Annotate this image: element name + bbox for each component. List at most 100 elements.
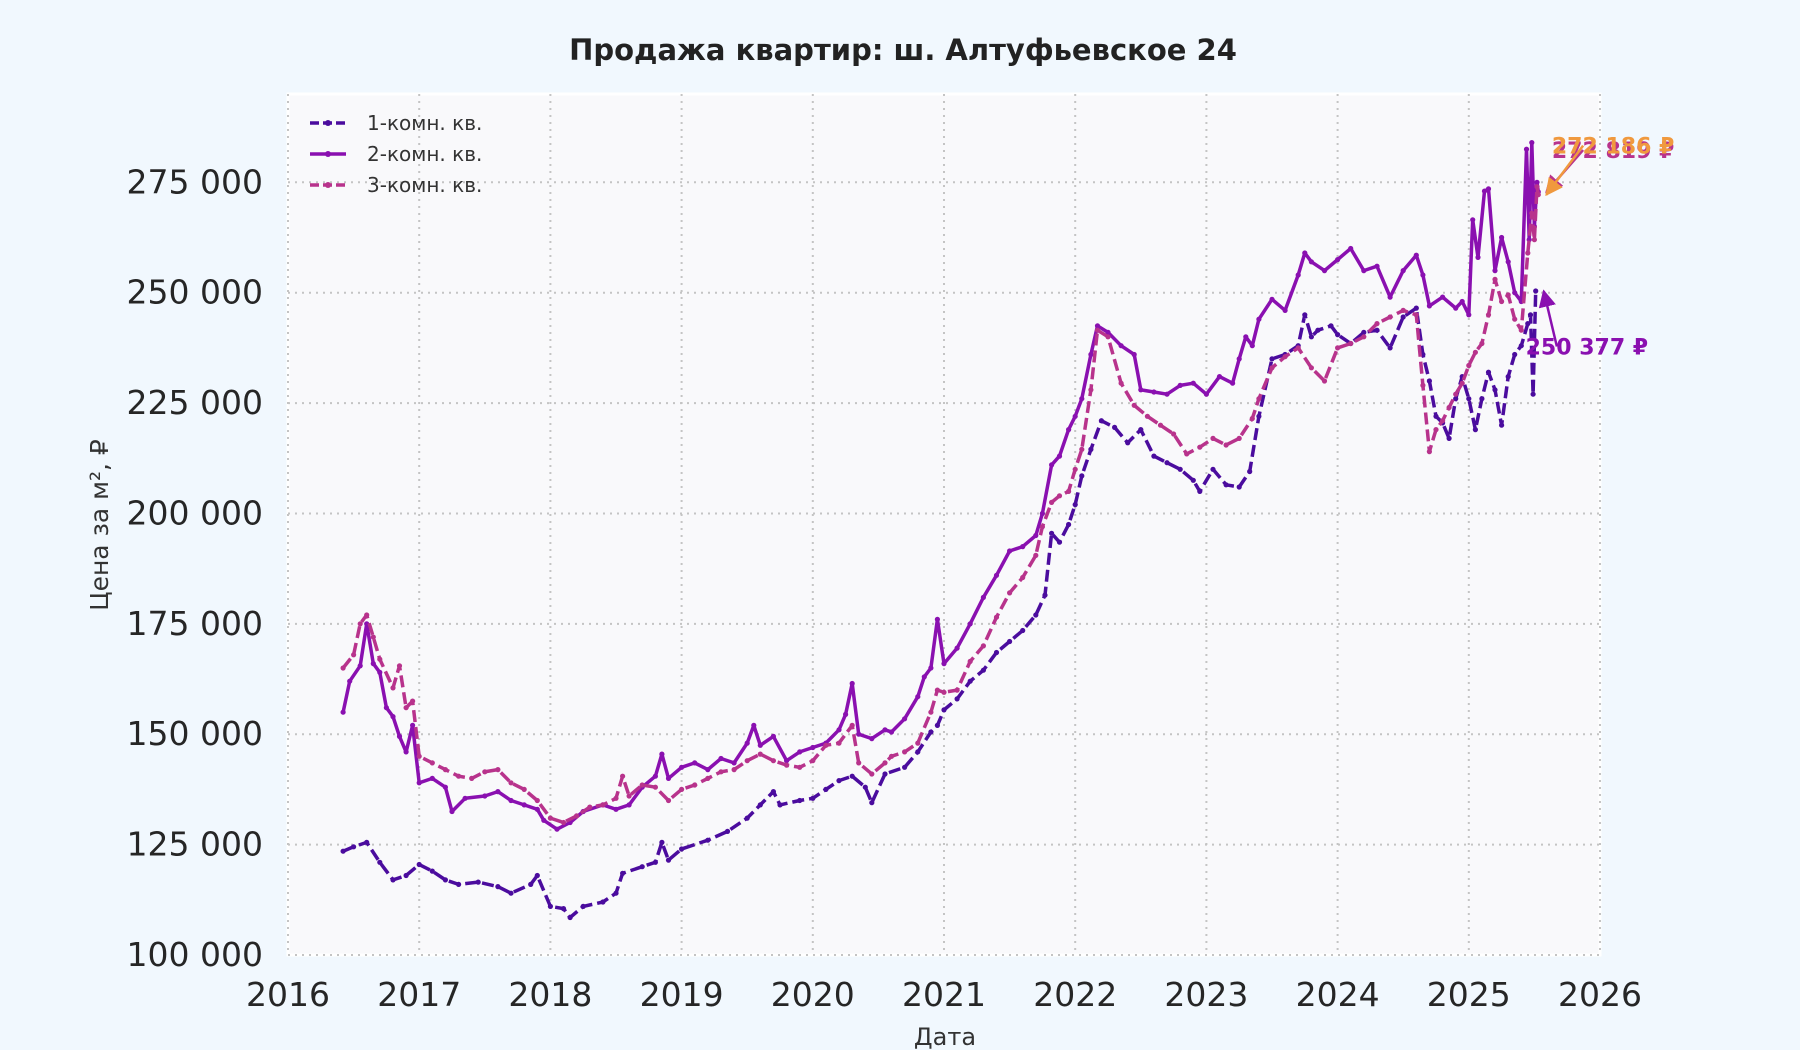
- data-point: [547, 815, 554, 821]
- data-point: [456, 881, 462, 888]
- x-tick-label: 2016: [246, 975, 330, 1014]
- data-point: [967, 658, 973, 665]
- data-point: [1098, 418, 1104, 424]
- data-point: [652, 784, 659, 790]
- data-point: [1302, 250, 1308, 256]
- data-point: [1282, 307, 1288, 313]
- data-point: [1243, 334, 1249, 340]
- data-point: [823, 742, 829, 748]
- data-point: [1335, 257, 1341, 263]
- data-point: [390, 685, 396, 691]
- data-point: [554, 826, 560, 832]
- data-point: [390, 877, 396, 883]
- data-point: [574, 813, 580, 819]
- data-point: [613, 795, 619, 801]
- data-point: [521, 802, 527, 808]
- legend-marker: [325, 120, 331, 126]
- data-point: [340, 709, 346, 715]
- data-point: [980, 643, 987, 649]
- data-point: [1387, 345, 1393, 351]
- x-tick-label: 2023: [1164, 975, 1248, 1014]
- plot-background: [286, 92, 1602, 957]
- series-2: [340, 140, 1541, 832]
- x-tick-label: 2021: [902, 975, 986, 1014]
- data-point: [731, 760, 737, 766]
- data-point: [508, 780, 514, 786]
- y-tick-label: 150 000: [127, 714, 263, 753]
- data-point: [1184, 451, 1190, 457]
- data-point: [652, 773, 659, 779]
- data-point: [1466, 396, 1472, 402]
- data-point: [1157, 422, 1164, 428]
- data-point: [1348, 340, 1354, 347]
- data-point: [1308, 259, 1314, 265]
- data-point: [600, 899, 606, 905]
- data-point: [1499, 298, 1505, 305]
- data-point: [934, 687, 941, 693]
- data-point: [620, 870, 626, 876]
- data-point: [403, 749, 409, 755]
- data-point: [1197, 488, 1203, 494]
- data-point: [1072, 466, 1078, 472]
- data-point: [1236, 484, 1242, 490]
- data-point: [1039, 524, 1045, 530]
- data-point: [705, 767, 711, 773]
- data-point: [1282, 354, 1288, 360]
- data-point: [626, 793, 632, 799]
- data-point: [836, 740, 842, 746]
- data-point: [1361, 329, 1367, 335]
- y-tick-label: 225 000: [127, 383, 263, 422]
- data-point: [1499, 422, 1505, 428]
- data-point: [1440, 294, 1446, 300]
- data-point: [902, 764, 908, 770]
- legend-label: 2-комн. кв.: [367, 142, 482, 166]
- data-point: [1105, 329, 1111, 335]
- data-point: [705, 837, 711, 843]
- data-point: [1295, 272, 1301, 278]
- legend-label: 1-комн. кв.: [367, 111, 482, 135]
- data-point: [613, 806, 619, 812]
- data-point: [1308, 365, 1314, 371]
- data-point: [862, 784, 868, 790]
- data-point: [351, 652, 357, 658]
- data-point: [1066, 488, 1072, 494]
- data-point: [1138, 427, 1144, 433]
- data-point: [1177, 466, 1183, 472]
- annotation-arrow: [1538, 289, 1559, 347]
- data-point: [954, 687, 960, 693]
- data-point: [856, 731, 862, 737]
- data-point: [1056, 453, 1063, 459]
- data-point: [1348, 245, 1354, 252]
- data-point: [1210, 435, 1216, 441]
- data-point: [462, 795, 468, 801]
- data-point: [665, 857, 672, 863]
- data-point: [934, 616, 941, 623]
- data-point: [1131, 402, 1137, 408]
- data-point: [1400, 307, 1406, 313]
- data-point: [521, 786, 527, 793]
- data-point: [1505, 259, 1511, 265]
- data-point: [902, 716, 908, 722]
- data-point: [718, 755, 724, 762]
- data-point: [665, 797, 672, 804]
- data-point: [1020, 627, 1026, 634]
- data-point: [692, 760, 698, 766]
- data-point: [1400, 268, 1406, 274]
- data-point: [1472, 349, 1478, 355]
- data-point: [757, 802, 763, 808]
- data-point: [639, 782, 645, 788]
- data-point: [1492, 387, 1498, 393]
- data-point: [370, 661, 376, 667]
- data-point: [652, 859, 659, 865]
- data-point: [1534, 184, 1540, 190]
- data-point: [1387, 294, 1393, 300]
- data-point: [1094, 327, 1101, 333]
- data-point: [915, 749, 921, 755]
- data-point: [941, 689, 947, 695]
- data-point: [1525, 250, 1531, 256]
- data-point: [1049, 462, 1055, 468]
- data-point: [1164, 391, 1170, 397]
- data-point: [1321, 268, 1328, 274]
- data-point: [560, 906, 567, 912]
